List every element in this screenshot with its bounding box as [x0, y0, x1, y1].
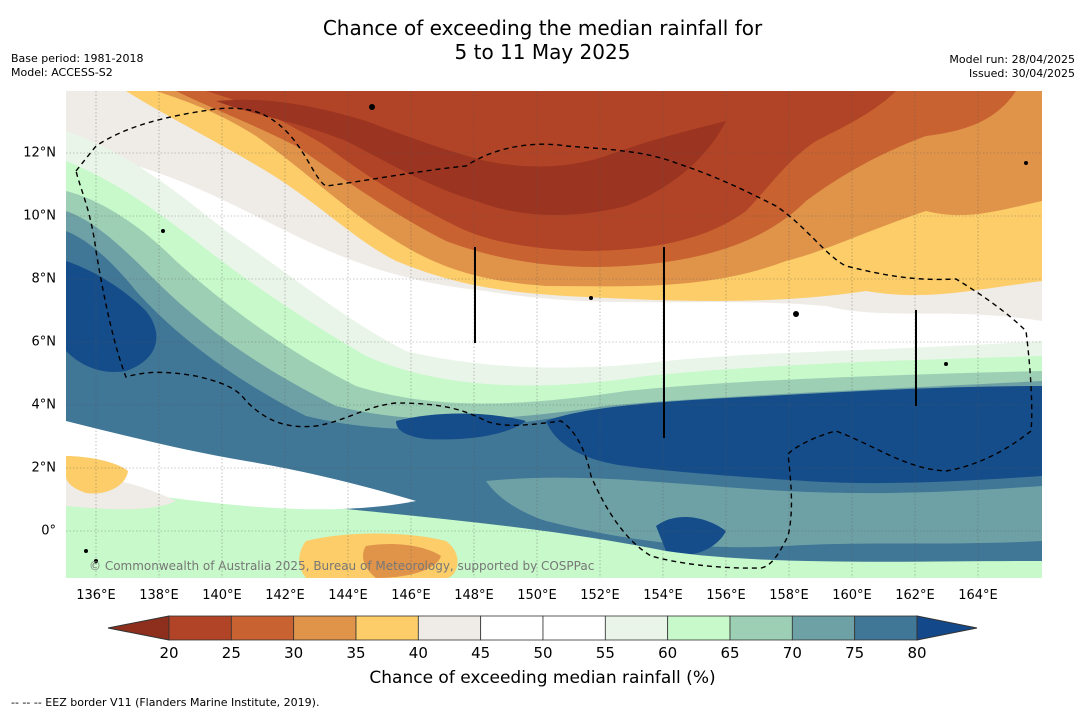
- lat-tick-4n: 4°N: [31, 397, 57, 413]
- model-run-text: Model run: 28/04/2025: [949, 53, 1075, 66]
- colorbar: [107, 615, 978, 641]
- map-title-line1: Chance of exceeding the median rainfall …: [322, 16, 763, 40]
- colorbar-tick-label: 60: [658, 644, 678, 662]
- colorbar-tick-label: 30: [284, 644, 304, 662]
- lat-tick-6n: 6°N: [31, 334, 57, 350]
- colorbar-tick-label: 45: [471, 644, 491, 662]
- colorbar-tick-label: 55: [595, 644, 615, 662]
- base-period-text: Base period: 1981-2018: [11, 52, 144, 65]
- lon-tick-146e: 146°E: [391, 588, 431, 603]
- lon-tick-136e: 136°E: [76, 588, 116, 603]
- lon-tick-144e: 144°E: [328, 588, 368, 603]
- colorbar-over-arrow: [916, 615, 978, 641]
- rainfall-map-svg: [66, 91, 1042, 578]
- eez-border: [75, 107, 1033, 569]
- colorbar-tick-label: 40: [408, 644, 428, 662]
- band-35-south: [363, 544, 441, 578]
- band-80-b: [546, 386, 1042, 484]
- colorbar-cell: [729, 615, 793, 641]
- lon-tick-164e: 164°E: [958, 588, 998, 603]
- colorbar-tick-label: 25: [221, 644, 241, 662]
- lon-tick-156e: 156°E: [706, 588, 746, 603]
- map-title-line2: 5 to 11 May 2025: [454, 40, 631, 64]
- band-40-west: [66, 456, 128, 494]
- band-80-d: [656, 516, 726, 555]
- colorbar-cell: [417, 615, 482, 641]
- colorbar-tick-label: 65: [720, 644, 740, 662]
- eez-legend-text: -- -- -- EEZ border V11 (Flanders Marine…: [11, 696, 320, 709]
- lon-tick-154e: 154°E: [643, 588, 683, 603]
- lon-tick-150e: 150°E: [517, 588, 557, 603]
- colorbar-cell: [480, 615, 544, 641]
- lat-tick-8n: 8°N: [31, 271, 57, 287]
- lat-tick-2n: 2°N: [31, 460, 57, 476]
- colorbar-tick-label: 35: [346, 644, 366, 662]
- colorbar-tick-label: 70: [782, 644, 802, 662]
- issued-text: Issued: 30/04/2025: [968, 67, 1075, 80]
- lon-tick-140e: 140°E: [202, 588, 242, 603]
- rainfall-map: [66, 91, 1042, 578]
- islands: [84, 104, 1028, 563]
- band-80-a: [66, 261, 157, 372]
- colorbar-cell: [230, 615, 295, 641]
- model-text: Model: ACCESS-S2: [11, 66, 113, 79]
- lon-tick-138e: 138°E: [139, 588, 179, 603]
- colorbar-tick-label: 80: [907, 644, 927, 662]
- colorbar-under-arrow: [107, 615, 170, 641]
- lon-tick-142e: 142°E: [265, 588, 305, 603]
- lat-tick-0: 0°: [41, 523, 56, 539]
- colorbar-tick-label: 50: [533, 644, 553, 662]
- colorbar-cell: [542, 615, 606, 641]
- colorbar-tick-label: 20: [159, 644, 179, 662]
- lon-tick-152e: 152°E: [580, 588, 620, 603]
- band-20: [216, 99, 726, 216]
- colorbar-tick-label: 75: [845, 644, 865, 662]
- lon-tick-148e: 148°E: [454, 588, 494, 603]
- band-80-c: [396, 413, 526, 440]
- colorbar-cell: [604, 615, 669, 641]
- copyright-text: © Commonwealth of Australia 2025, Bureau…: [89, 559, 595, 573]
- colorbar-cell: [355, 615, 419, 641]
- lon-tick-158e: 158°E: [769, 588, 809, 603]
- colorbar-cell: [293, 615, 357, 641]
- band-70-south: [486, 477, 1042, 548]
- colorbar-cell: [667, 615, 731, 641]
- lat-tick-12n: 12°N: [23, 145, 56, 161]
- lat-tick-10n: 10°N: [23, 208, 56, 224]
- lon-tick-162e: 162°E: [895, 588, 935, 603]
- colorbar-cell: [854, 615, 918, 641]
- colorbar-cell: [168, 615, 232, 641]
- colorbar-title: Chance of exceeding median rainfall (%): [369, 668, 716, 688]
- lon-tick-160e: 160°E: [832, 588, 872, 603]
- band-55-south: [66, 421, 416, 510]
- boundary-lines: [474, 247, 917, 438]
- colorbar-cell: [791, 615, 856, 641]
- graticule: [66, 91, 1042, 578]
